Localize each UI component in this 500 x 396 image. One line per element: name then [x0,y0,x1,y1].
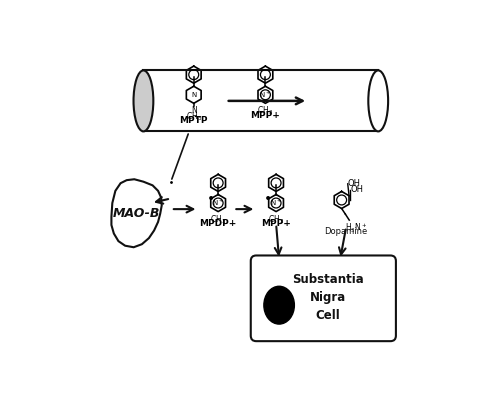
Polygon shape [112,179,162,247]
Text: H$_3$N$^+$: H$_3$N$^+$ [344,221,367,234]
Text: CH$_3$: CH$_3$ [258,105,274,117]
Text: Substantia
Nigra
Cell: Substantia Nigra Cell [292,273,364,322]
Text: OH: OH [350,185,363,194]
Text: N$^+$: N$^+$ [270,198,282,208]
Text: N: N [191,92,196,98]
Text: N$^+$: N$^+$ [212,198,224,208]
FancyBboxPatch shape [251,255,396,341]
Text: MAO-B: MAO-B [113,207,160,220]
Text: •: • [206,192,214,206]
Text: CH$_3$: CH$_3$ [268,213,284,226]
Text: MPP+: MPP+ [261,219,291,228]
Text: •: • [264,192,272,206]
Text: MPDP+: MPDP+ [200,219,237,228]
Text: OH: OH [348,179,360,188]
Ellipse shape [368,70,388,131]
Text: MPTP: MPTP [180,116,208,125]
Ellipse shape [264,286,294,324]
Text: MPP+: MPP+ [250,111,280,120]
Bar [144,70,378,131]
Text: N$^+$: N$^+$ [260,89,272,100]
Text: CH$_3$: CH$_3$ [210,213,226,226]
Text: CH$_3$: CH$_3$ [186,110,202,122]
Ellipse shape [134,70,154,131]
Text: N: N [191,106,196,115]
Text: Dopamine: Dopamine [324,227,368,236]
